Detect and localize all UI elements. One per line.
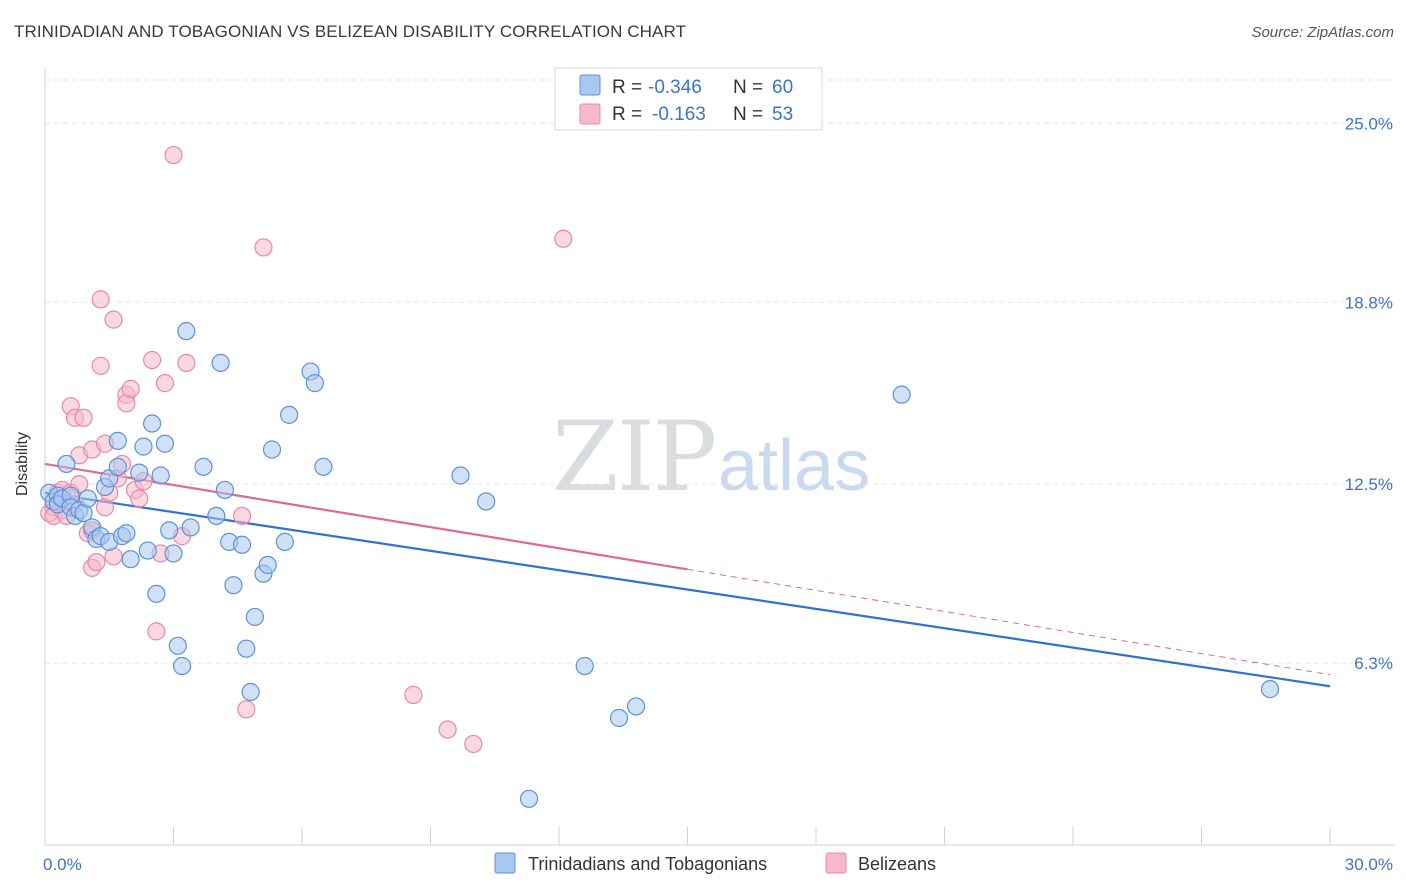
point-trinidadian: [305, 374, 324, 393]
point-trinidadian: [245, 607, 264, 627]
point-trinidadian: [237, 639, 256, 658]
chart-title: TRINIDADIAN AND TOBAGONIAN VS BELIZEAN D…: [14, 22, 687, 41]
y-tick-label: 12.5%: [1345, 475, 1393, 494]
source-label: Source: ZipAtlas.com: [1251, 24, 1394, 41]
point-belizean: [91, 290, 110, 309]
point-trinidadian: [108, 457, 127, 476]
point-belizean: [104, 310, 123, 329]
series-label-blue: Trinidadians and Tobagonians: [528, 854, 767, 874]
point-trinidadian: [609, 708, 629, 728]
point-trinidadian: [241, 682, 260, 702]
legend-n-label-1: N =: [733, 77, 763, 98]
point-trinidadian: [151, 466, 170, 485]
series-legend: Trinidadians and Tobagonians Belizeans: [494, 852, 936, 874]
point-trinidadian: [314, 457, 333, 476]
legend-r-label-2: R =: [612, 104, 642, 125]
point-trinidadian: [207, 506, 226, 526]
x-tick-label-max: 30.0%: [1345, 855, 1393, 874]
y-tick-label: 25.0%: [1345, 114, 1393, 133]
point-belizean: [130, 489, 149, 508]
point-belizean: [87, 552, 106, 572]
legend-n-value-2: 53: [772, 104, 793, 125]
point-belizean: [232, 506, 252, 526]
y-tick-label: 6.3%: [1354, 654, 1393, 673]
point-belizean: [254, 238, 273, 257]
point-trinidadian: [172, 656, 192, 676]
x-tick-label-min: 0.0%: [43, 855, 82, 874]
point-trinidadian: [262, 440, 282, 459]
point-belizean: [404, 685, 423, 704]
point-trinidadian: [142, 414, 162, 433]
point-belizean: [164, 145, 183, 165]
point-trinidadian: [280, 405, 299, 424]
legend-r-value-1: -0.346: [648, 77, 702, 98]
point-trinidadian: [194, 457, 213, 476]
point-belizean: [91, 356, 110, 375]
point-trinidadian: [168, 636, 187, 655]
legend-swatch-blue: [579, 74, 601, 96]
point-trinidadian: [160, 521, 179, 540]
point-trinidadian: [477, 492, 496, 511]
point-belizean: [237, 700, 256, 719]
point-belizean: [177, 353, 196, 373]
grid-lines: [45, 79, 1395, 664]
point-trinidadian: [232, 535, 252, 554]
point-belizean: [155, 374, 175, 393]
point-trinidadian: [78, 489, 97, 508]
point-trinidadian: [215, 480, 234, 500]
y-tick-label: 18.8%: [1345, 293, 1393, 312]
legend-n-label-2: N =: [733, 104, 763, 125]
point-trinidadian: [155, 434, 175, 453]
point-trinidadian: [211, 353, 230, 373]
legend-r-value-2: -0.163: [652, 104, 706, 125]
point-trinidadian: [258, 555, 277, 575]
point-trinidadian: [575, 656, 594, 676]
correlation-legend: R = -0.346 N = 60 R = -0.163 N = 53: [554, 67, 823, 131]
point-trinidadian: [177, 322, 196, 341]
point-trinidadian: [108, 431, 127, 450]
point-belizean: [74, 408, 93, 427]
watermark-zip: ZIP: [552, 401, 715, 513]
axes: [44, 68, 1395, 846]
point-trinidadian: [1260, 680, 1280, 699]
tick-labels: 6.3% 12.5% 18.8% 25.0% 0.0% 30.0%: [43, 114, 1393, 874]
trend-line-pink-dashed: [687, 568, 1331, 676]
point-belizean: [147, 622, 166, 641]
point-trinidadian: [147, 584, 166, 603]
point-trinidadian: [519, 789, 539, 808]
series-swatch-pink: [825, 852, 847, 874]
point-trinidadian: [626, 697, 646, 716]
point-trinidadian: [117, 524, 136, 543]
point-trinidadian: [451, 466, 470, 485]
point-trinidadian: [275, 532, 294, 551]
data-points: [40, 145, 1280, 808]
point-belizean: [554, 229, 573, 248]
point-trinidadian: [224, 576, 243, 595]
legend-swatch-pink: [579, 103, 601, 125]
series-swatch-blue: [494, 852, 516, 874]
series-label-pink: Belizeans: [858, 854, 936, 874]
watermark: ZIP atlas: [552, 401, 870, 513]
point-trinidadian: [164, 544, 183, 563]
trend-line-blue: [44, 491, 1331, 688]
legend-n-value-1: 60: [772, 77, 793, 98]
point-trinidadian: [130, 463, 149, 482]
point-belizean: [121, 379, 140, 398]
point-trinidadian: [892, 385, 911, 404]
point-trinidadian: [181, 518, 200, 537]
point-trinidadian: [121, 550, 140, 569]
point-belizean: [142, 350, 162, 370]
point-belizean: [464, 734, 483, 754]
point-trinidadian: [57, 454, 76, 474]
legend-r-label-1: R =: [612, 77, 642, 98]
point-trinidadian: [134, 437, 153, 456]
point-belizean: [438, 720, 457, 739]
point-trinidadian: [138, 541, 157, 560]
watermark-atlas: atlas: [718, 426, 870, 506]
